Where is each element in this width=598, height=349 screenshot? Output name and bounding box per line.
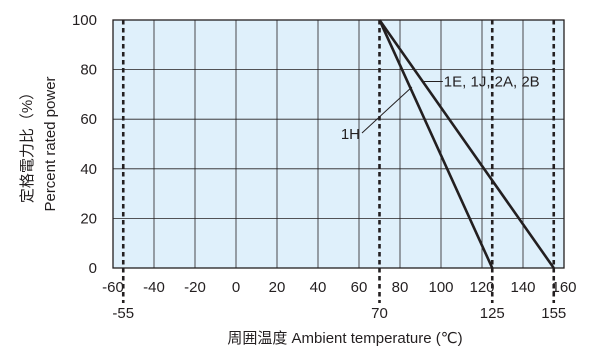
x-tick-label: 160 xyxy=(551,279,576,296)
series-lines xyxy=(378,19,555,269)
y-tick-label: 0 xyxy=(89,260,97,277)
y-tick-label: 20 xyxy=(80,210,97,227)
x-tick-label: 120 xyxy=(469,279,494,296)
y-tick-labels: 0 20 40 60 80 100 xyxy=(72,12,97,277)
marker-label: 125 xyxy=(480,305,505,322)
series-labels: 1E, 1J, 2A, 2B 1H xyxy=(341,73,540,143)
marker-label: -55 xyxy=(112,305,134,322)
x-tick-labels: -60 -40 -20 0 20 40 60 80 100 120 140 160 xyxy=(102,279,576,296)
x-tick-label: 0 xyxy=(232,279,240,296)
plot-area-background xyxy=(113,20,564,268)
series-label: 1H xyxy=(341,126,360,143)
series-label: 1E, 1J, 2A, 2B xyxy=(444,73,540,90)
x-tick-label: -40 xyxy=(143,279,165,296)
marker-label: 70 xyxy=(371,305,388,322)
x-tick-label: 140 xyxy=(510,279,535,296)
y-axis-label-jp: 定格電力比（%） xyxy=(19,85,36,203)
y-tick-label: 60 xyxy=(80,111,97,128)
x-axis-label: 周囲温度 Ambient temperature (℃) xyxy=(227,330,462,347)
plot-frame xyxy=(112,19,565,269)
y-tick-label: 80 xyxy=(80,62,97,79)
x-tick-label: 20 xyxy=(269,279,286,296)
temperature-marker-lines xyxy=(121,20,556,303)
y-tick-label: 100 xyxy=(72,12,97,29)
marker-labels: -55 70 125 155 xyxy=(112,305,566,322)
x-tick-label: 100 xyxy=(428,279,453,296)
x-tick-label: 80 xyxy=(392,279,409,296)
marker-label: 155 xyxy=(541,305,566,322)
y-tick-label: 40 xyxy=(80,161,97,178)
y-axis-label-en: Percent rated power xyxy=(42,76,59,211)
series-line xyxy=(378,19,494,269)
x-tick-label: -20 xyxy=(184,279,206,296)
x-tick-label: -60 xyxy=(102,279,124,296)
series-line xyxy=(378,19,555,269)
x-tick-label: 40 xyxy=(310,279,327,296)
x-tick-label: 60 xyxy=(351,279,368,296)
leader-line xyxy=(361,86,413,134)
